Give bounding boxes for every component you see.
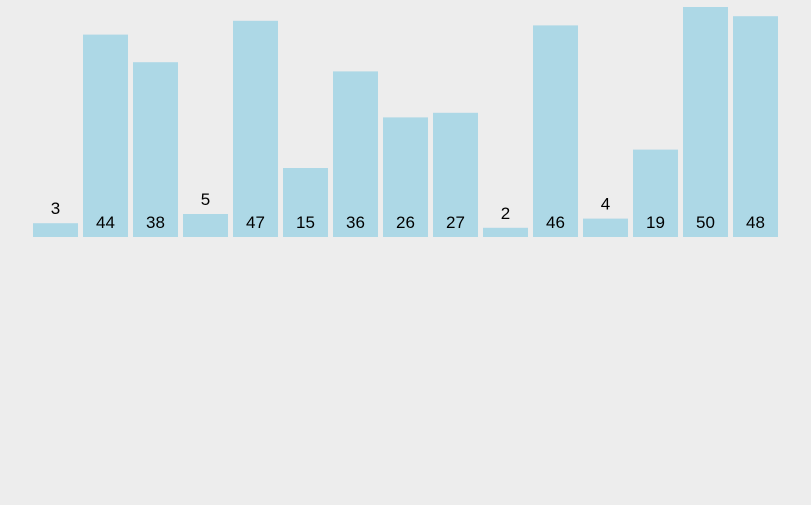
bar-value-label: 44	[96, 213, 115, 232]
bar-value-label: 36	[346, 213, 365, 232]
bar	[583, 218, 628, 237]
bar	[633, 149, 678, 237]
bar	[383, 117, 428, 237]
bar-value-label: 47	[246, 213, 265, 232]
bar	[333, 71, 378, 238]
bar	[683, 7, 728, 237]
bar-value-label: 50	[696, 213, 715, 232]
bar	[433, 112, 478, 237]
bar	[483, 227, 528, 237]
bar-value-label: 38	[146, 213, 165, 232]
bar-value-label: 5	[201, 190, 210, 209]
bar-value-label: 48	[746, 213, 765, 232]
bar-value-label: 4	[601, 195, 610, 214]
bar-value-label: 15	[296, 213, 315, 232]
bar-value-label: 19	[646, 213, 665, 232]
bar	[533, 25, 578, 238]
bar-value-label: 26	[396, 213, 415, 232]
bar	[283, 168, 328, 237]
bar	[133, 62, 178, 238]
bar-value-label: 2	[501, 204, 510, 223]
bar	[233, 20, 278, 237]
bar	[733, 16, 778, 238]
bar-value-label: 27	[446, 213, 465, 232]
bar	[183, 214, 228, 237]
bar	[83, 34, 128, 237]
bar-value-label: 3	[51, 199, 60, 218]
bar	[33, 223, 78, 237]
bar-value-label: 46	[546, 213, 565, 232]
